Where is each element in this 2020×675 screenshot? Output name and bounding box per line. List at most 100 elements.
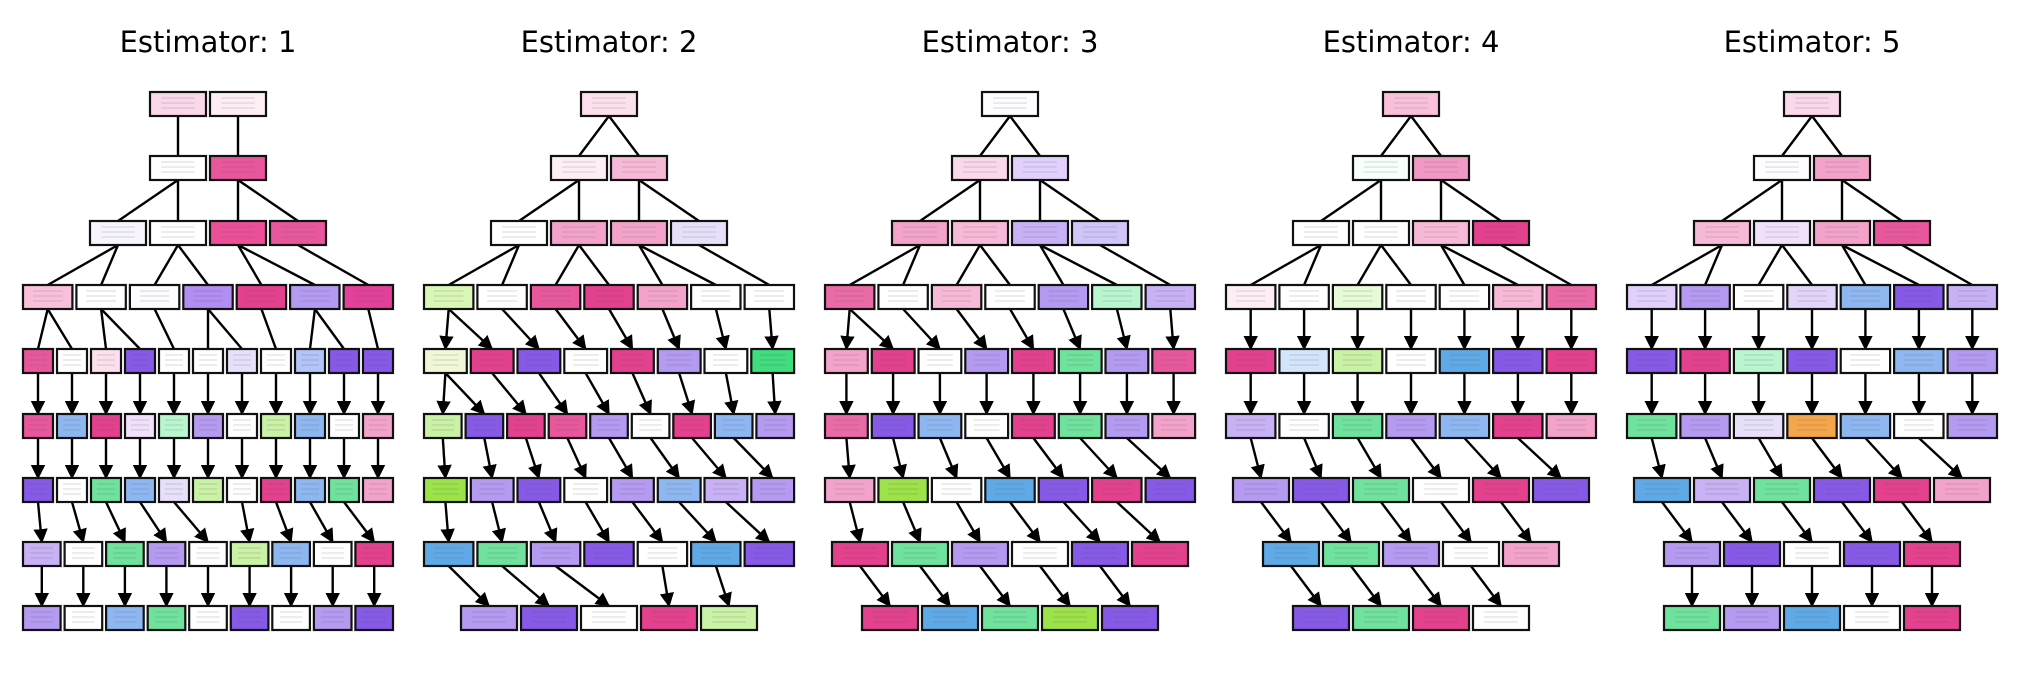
tree-node: [361, 347, 395, 375]
tree-edge: [1811, 437, 1843, 480]
tree-node: [1278, 347, 1330, 375]
tree-edge: [138, 501, 168, 544]
tree-edge: [554, 244, 581, 286]
tree-node: [823, 347, 869, 375]
tree-edge: [482, 437, 497, 480]
tree-node: [1839, 283, 1892, 311]
panel-title: Estimator: 2: [521, 25, 698, 59]
tree-edge: [237, 243, 316, 287]
tree-node: [1545, 283, 1598, 311]
tree-edge: [677, 372, 696, 416]
tree-node: [870, 347, 916, 375]
tree-edge: [678, 501, 717, 544]
tree-node: [1037, 283, 1090, 311]
tree-node: [703, 347, 749, 375]
tree-node: [191, 412, 225, 440]
tree-edge: [1841, 179, 1903, 222]
tree-edge: [1356, 244, 1383, 286]
tree-edge: [1439, 244, 1466, 286]
tree-edge: [979, 565, 1011, 608]
tree-node: [669, 219, 729, 247]
tree-node: [1812, 154, 1872, 182]
tree-node: [1786, 283, 1838, 311]
tree-node: [1946, 412, 1999, 440]
tree-node: [964, 347, 1010, 375]
tree-edge: [207, 308, 243, 350]
tree-edge: [979, 115, 1011, 157]
tree-edge: [153, 308, 176, 350]
tree-node: [128, 283, 181, 311]
tree-node: [609, 476, 655, 504]
tree-node: [980, 90, 1040, 118]
tree-node: [422, 412, 463, 440]
tree-edge: [237, 179, 299, 222]
tree-node: [1381, 540, 1441, 568]
tree-edge: [439, 308, 454, 351]
tree-node: [1786, 347, 1838, 375]
tree-node: [950, 219, 1010, 247]
tree-edge: [500, 244, 521, 286]
tree-node: [89, 476, 123, 504]
tree-node: [1932, 476, 1992, 504]
tree-node: [21, 476, 55, 504]
tree-node: [699, 604, 759, 632]
tree-edge: [297, 243, 369, 287]
tree-edge: [1115, 308, 1131, 351]
tree-node: [984, 283, 1036, 311]
tree-edge: [638, 179, 700, 222]
tree-node: [229, 540, 270, 568]
tree-node: [529, 283, 582, 311]
tree-edge: [1008, 308, 1035, 351]
tree-node: [422, 283, 475, 311]
tree-node: [271, 540, 311, 568]
tree-edge: [491, 372, 527, 416]
tree-edge: [631, 372, 652, 416]
tree-edge: [1165, 308, 1180, 351]
tree-node: [609, 154, 669, 182]
tree-edge: [1841, 501, 1873, 544]
tree-edge: [537, 372, 569, 416]
tree-node: [361, 412, 395, 440]
tree-edge: [537, 501, 558, 544]
tree-edge: [1901, 243, 1973, 287]
tree-edge: [1380, 244, 1412, 286]
tree-edge: [1864, 437, 1903, 480]
tree-node: [980, 604, 1040, 632]
tree-node: [1291, 604, 1351, 632]
tree-node: [1100, 604, 1160, 632]
tree-edge: [919, 179, 981, 222]
tree-node: [89, 412, 123, 440]
tree-edge: [1250, 243, 1322, 287]
tree-node: [1090, 476, 1143, 504]
tree-node: [1471, 476, 1531, 504]
tree-node: [89, 347, 123, 375]
tree-node: [750, 347, 796, 375]
tree-edge: [1757, 244, 1784, 286]
tree-node: [1291, 476, 1351, 504]
tree-edge: [764, 308, 779, 351]
tree-edge: [1781, 244, 1813, 286]
tree-edge: [1500, 243, 1572, 287]
tree-node: [489, 219, 549, 247]
tree-node: [1752, 219, 1812, 247]
tree-edge: [501, 308, 540, 351]
tree-node: [1839, 347, 1892, 375]
tree-node: [1278, 283, 1330, 311]
tree-node: [636, 283, 689, 311]
tree-edge: [1038, 244, 1065, 286]
tree-node: [1351, 604, 1411, 632]
tree-edge: [1099, 243, 1171, 287]
tree-node: [293, 412, 327, 440]
tree-edge: [1781, 115, 1813, 157]
tree-node: [312, 604, 353, 632]
tree-edge: [1517, 437, 1563, 479]
tree-node: [877, 283, 929, 311]
tree-node: [1732, 412, 1785, 440]
decision-tree: [1625, 90, 1999, 632]
tree-node: [1411, 154, 1471, 182]
tree-edge: [608, 115, 640, 157]
tree-edge: [1721, 501, 1753, 544]
tree-node: [1010, 154, 1070, 182]
tree-node: [1679, 283, 1731, 311]
